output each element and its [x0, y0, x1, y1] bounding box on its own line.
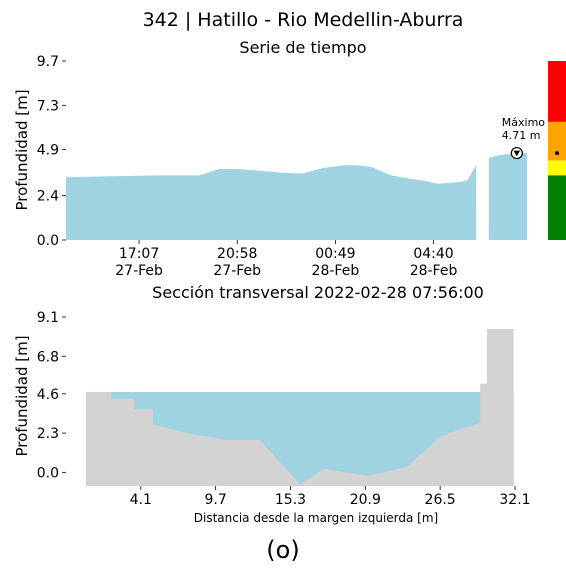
cross-section-ytick-label: 9.1: [37, 310, 59, 326]
cross-section-xtick-label: 9.7: [205, 492, 227, 508]
cross-section-xtick-label: 26.5: [425, 492, 456, 508]
timeseries-xtick-date: 28-Feb: [410, 263, 458, 279]
alert-level-red: [548, 61, 566, 122]
timeseries-xtick-time: 20:58: [217, 246, 257, 262]
timeseries-xticks: 17:0727-Feb20:5827-Feb00:4928-Feb04:4028…: [115, 240, 457, 279]
timeseries-area-segment: [488, 153, 527, 240]
timeseries-title: Serie de tiempo: [239, 38, 366, 57]
cross-section-ytick-label: 0.0: [37, 465, 59, 481]
max-marker-triangle: [513, 150, 521, 157]
cross-section-title: Sección transversal 2022-02-28 07:56:00: [152, 283, 484, 302]
riverbed-ground: [86, 328, 514, 486]
max-value: 4.71 m: [502, 129, 541, 142]
cross-section-ylabel: Profundidad [m]: [13, 335, 31, 456]
timeseries-ytick-label: 0.0: [37, 233, 59, 249]
cross-section-xtick-label: 15.3: [275, 492, 306, 508]
max-annotation: Máximo 4.71 m: [502, 116, 546, 160]
timeseries-area-segment: [66, 165, 477, 240]
timeseries-xtick-time: 04:40: [413, 246, 453, 262]
timeseries-xtick-date: 28-Feb: [312, 263, 360, 279]
timeseries-ytick-label: 9.7: [37, 54, 59, 70]
alert-level-orange: [548, 121, 566, 161]
cross-section-ytick-label: 4.6: [37, 387, 59, 403]
timeseries-xtick-time: 00:49: [315, 246, 355, 262]
cross-section-yticks: 0.0 2.3 4.6 6.8 9.1: [37, 310, 66, 481]
timeseries-xtick-date: 27-Feb: [115, 263, 163, 279]
timeseries-ylabel: Profundidad [m]: [13, 89, 31, 210]
cross-section-ytick-label: 6.8: [37, 349, 59, 365]
cross-section-xtick-label: 4.1: [130, 492, 152, 508]
timeseries-chart: Serie de tiempo Profundidad [m] 0.0 2.4 4.…: [13, 38, 566, 279]
timeseries-ytick-label: 4.9: [37, 143, 59, 159]
timeseries-yticks: 0.0 2.4 4.9 7.3 9.7: [37, 54, 66, 249]
cross-section-chart: Sección transversal 2022-02-28 07:56:00 …: [13, 283, 531, 525]
timeseries-ytick-label: 2.4: [37, 189, 59, 205]
alert-level-green: [548, 175, 566, 240]
timeseries-xtick-date: 27-Feb: [213, 263, 261, 279]
max-label: Máximo: [502, 116, 546, 129]
alert-level-yellow: [548, 160, 566, 176]
cross-section-plot: [86, 328, 514, 486]
timeseries-ytick-label: 7.3: [37, 98, 59, 114]
timeseries-areas: [66, 153, 527, 240]
cross-section-xlabel: Distancia desde la margen izquierda [m]: [194, 511, 438, 525]
alert-level-bar: [548, 61, 566, 240]
cross-section-ytick-label: 2.3: [37, 426, 59, 442]
chart-main-title: 342 | Hatillo - Rio Medellin-Aburra: [143, 9, 464, 31]
cross-section-xticks: 4.1 9.7 15.3 20.9 26.5 32.1: [130, 486, 531, 508]
figure-caption: (o): [266, 536, 300, 564]
timeseries-xtick-time: 17:07: [119, 246, 159, 262]
alert-current-marker: [555, 151, 559, 156]
cross-section-xtick-label: 20.9: [350, 492, 381, 508]
cross-section-xtick-label: 32.1: [499, 492, 530, 508]
